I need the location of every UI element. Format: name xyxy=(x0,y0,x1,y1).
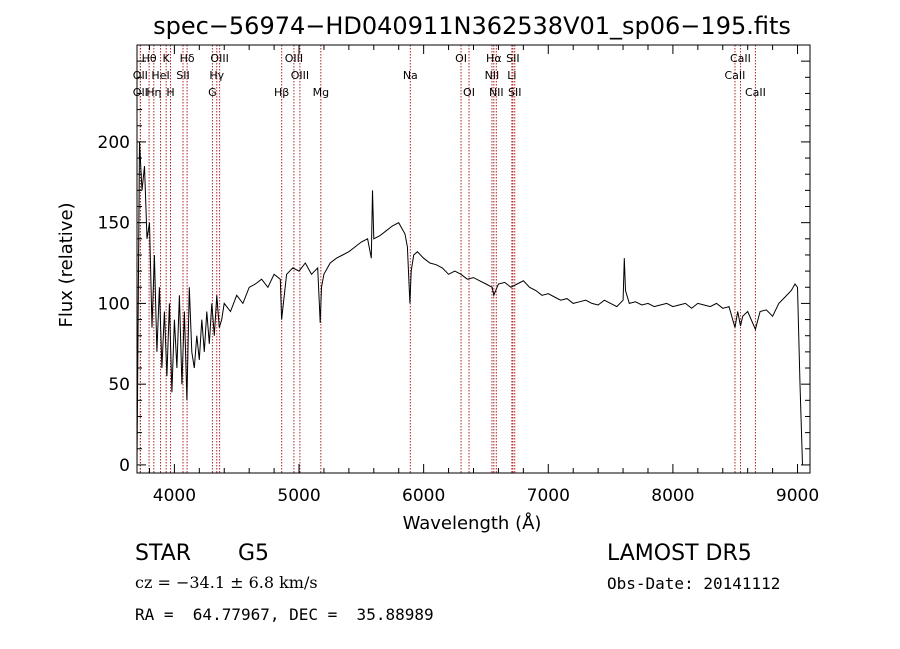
y-tick-label-0: 0 xyxy=(119,456,130,476)
x-tick-label-9000: 9000 xyxy=(776,486,819,506)
line-label-21: NII xyxy=(485,69,500,82)
y-axis-ticks: 0 50 100 150 200 xyxy=(98,60,810,476)
survey-label: LAMOST DR5 xyxy=(607,541,752,566)
line-label-17: OI xyxy=(455,52,467,65)
line-label-24: SII xyxy=(508,86,521,99)
x-axis-ticks: 4000 5000 6000 7000 8000 9000 xyxy=(148,45,819,506)
line-label-13: OIII xyxy=(291,69,309,82)
line-label-18: OI xyxy=(463,86,475,99)
chart-title: spec−56974−HD040911N362538V01_sp06−195.f… xyxy=(153,12,791,40)
line-label-1: OII xyxy=(133,69,148,82)
line-label-25: CaII xyxy=(730,52,751,65)
line-label-0: Hθ xyxy=(142,52,157,65)
y-tick-label-200: 200 xyxy=(98,133,130,153)
y-tick-label-150: 150 xyxy=(98,214,130,234)
line-label-6: H xyxy=(166,86,174,99)
x-tick-label-7000: 7000 xyxy=(527,486,570,506)
line-label-27: CaII xyxy=(745,86,766,99)
line-label-3: K xyxy=(163,52,171,65)
object-class: STAR xyxy=(135,541,192,566)
line-label-7: Hδ xyxy=(180,52,195,65)
line-label-22: Li xyxy=(507,69,516,82)
line-label-20: SII xyxy=(506,52,519,65)
x-tick-label-5000: 5000 xyxy=(277,486,320,506)
y-axis-label: Flux (relative) xyxy=(56,202,77,327)
y-tick-label-100: 100 xyxy=(98,294,130,314)
x-tick-label-8000: 8000 xyxy=(651,486,694,506)
line-label-19: Hα xyxy=(486,52,502,65)
x-axis-label: Wavelength (Å) xyxy=(403,512,542,534)
object-subclass: G5 xyxy=(238,541,270,566)
line-label-10: Hγ xyxy=(209,69,224,82)
line-label-15: Mg xyxy=(313,86,329,99)
line-label-16: Na xyxy=(403,69,418,82)
ra-dec: RA = 64.77967, DEC = 35.88989 xyxy=(135,605,434,624)
spectral-line-markers xyxy=(139,45,756,473)
line-label-9: OIII xyxy=(210,52,228,65)
line-label-14: Hβ xyxy=(274,86,289,99)
y-tick-label-50: 50 xyxy=(108,375,130,395)
x-tick-label-4000: 4000 xyxy=(153,486,196,506)
redshift-velocity: cz = −34.1 ± 6.8 km/s xyxy=(135,573,318,592)
line-label-8: SII xyxy=(176,69,189,82)
plot-frame xyxy=(136,44,811,474)
line-label-12: OIII xyxy=(285,52,303,65)
line-label-5: Hη xyxy=(146,86,161,99)
line-label-11: G xyxy=(208,86,217,99)
x-tick-label-6000: 6000 xyxy=(402,486,445,506)
line-label-26: CaII xyxy=(725,69,746,82)
obs-date: Obs-Date: 20141112 xyxy=(607,574,781,593)
line-label-4: HeI xyxy=(151,69,169,82)
spectrum-series-line xyxy=(136,141,803,465)
line-label-23: NII xyxy=(489,86,504,99)
